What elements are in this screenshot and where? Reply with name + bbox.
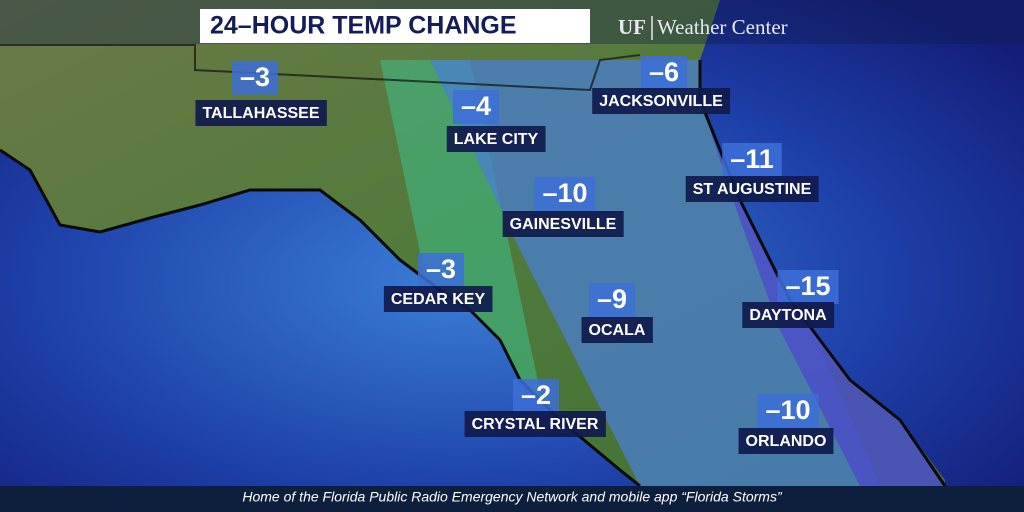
- change-box: [452, 90, 500, 124]
- change-value: –9: [597, 284, 627, 314]
- change-value: –6: [649, 57, 679, 87]
- city-name: OCALA: [589, 322, 646, 339]
- city-box: [742, 302, 835, 328]
- city-box: [685, 176, 819, 202]
- city-box: [464, 411, 606, 437]
- city-labels: –3 TALLAHASSEE –6 JACKSONVILLE –4 LAKE CITY –1…: [195, 56, 839, 454]
- city-box: [592, 88, 731, 114]
- city-name: GAINESVILLE: [510, 216, 617, 233]
- change-box: [640, 56, 688, 90]
- change-value: –15: [785, 271, 830, 301]
- city-name: TALLAHASSEE: [202, 105, 319, 122]
- city-name: LAKE CITY: [454, 131, 539, 148]
- change-box: [231, 61, 279, 95]
- change-box: [722, 143, 782, 177]
- change-box: [588, 283, 636, 317]
- city-name: DAYTONA: [749, 307, 827, 324]
- title: 24–HOUR TEMP CHANGE: [210, 12, 517, 40]
- change-box: [512, 379, 560, 413]
- logo-mark: UF: [618, 15, 646, 39]
- city-name: CRYSTAL RIVER: [472, 416, 599, 433]
- change-value: –11: [730, 144, 774, 174]
- change-box: [534, 177, 596, 211]
- change-value: –3: [240, 62, 270, 92]
- title-box: [200, 9, 590, 43]
- change-value: –10: [765, 395, 810, 425]
- city-box: [383, 286, 493, 312]
- change-value: –4: [461, 91, 491, 121]
- change-value: –2: [521, 380, 551, 410]
- city-name: JACKSONVILLE: [599, 93, 723, 110]
- city-name: ORLANDO: [746, 433, 827, 450]
- footer-text: Home of the Florida Public Radio Emergen…: [242, 489, 783, 505]
- city-box: [446, 126, 546, 152]
- change-box: [777, 270, 839, 304]
- change-value: –10: [542, 178, 587, 208]
- logo-text: Weather Center: [657, 15, 788, 39]
- city-name: ST AUGUSTINE: [693, 181, 812, 198]
- change-value: –3: [426, 254, 456, 284]
- city-box: [581, 317, 653, 343]
- city-box: [738, 428, 834, 454]
- city-box: [195, 100, 327, 126]
- city-box: [502, 211, 624, 237]
- footer-band: [0, 486, 1024, 512]
- change-box: [757, 394, 819, 428]
- city-name: CEDAR KEY: [391, 291, 486, 308]
- change-box: [417, 253, 465, 287]
